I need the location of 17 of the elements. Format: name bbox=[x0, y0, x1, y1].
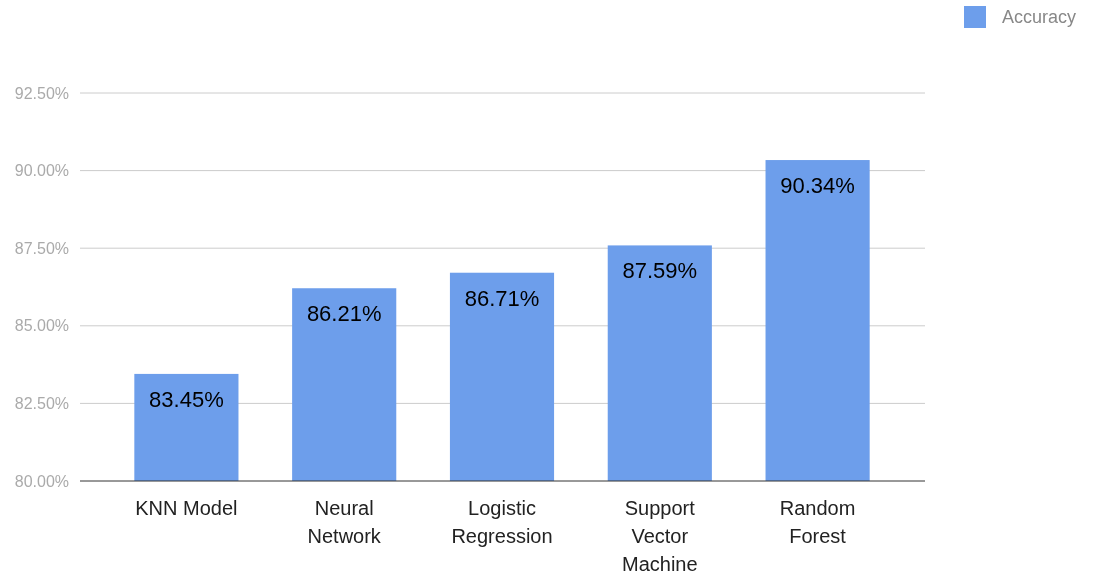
y-tick-label: 87.50% bbox=[14, 239, 69, 257]
x-tick-label: KNN Model bbox=[135, 497, 238, 519]
y-tick-label: 82.50% bbox=[14, 395, 69, 412]
x-tick-label: Logistic Regression bbox=[451, 497, 553, 547]
y-tick-label: 90.00% bbox=[14, 162, 69, 180]
x-tick-label: Neural Network bbox=[307, 497, 382, 547]
x-tick-label: Support Vector Machine bbox=[622, 497, 698, 575]
legend-label: Accuracy bbox=[1002, 7, 1077, 28]
y-tick-label: 92.50% bbox=[14, 84, 69, 102]
data-label: 86.21% bbox=[306, 301, 382, 327]
y-tick-label: 80.00% bbox=[14, 472, 69, 490]
y-tick-label: 85.00% bbox=[14, 317, 69, 335]
data-label: 83.45% bbox=[149, 386, 224, 412]
data-label: 86.71% bbox=[464, 285, 540, 311]
x-tick-label: Random Forest bbox=[779, 497, 856, 547]
data-label: 90.34% bbox=[780, 173, 855, 199]
data-label: 87.59% bbox=[622, 258, 698, 284]
